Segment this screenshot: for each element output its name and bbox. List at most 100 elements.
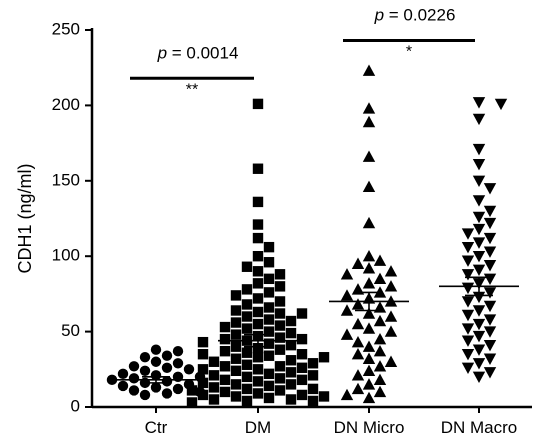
data-point [461, 241, 475, 254]
data-point [263, 302, 275, 313]
data-point [241, 383, 253, 395]
data-point [362, 307, 376, 319]
data-point [351, 298, 365, 310]
data-point [285, 379, 297, 390]
data-point [150, 382, 162, 393]
data-point [461, 255, 475, 267]
data-point [472, 143, 486, 156]
data-point [307, 358, 319, 369]
data-point [351, 348, 365, 360]
data-point [318, 352, 330, 363]
data-point [483, 314, 497, 326]
data-point [285, 339, 297, 351]
data-point [483, 326, 497, 338]
data-point [483, 353, 497, 365]
data-point [150, 370, 162, 381]
data-point [384, 310, 398, 322]
data-point [241, 347, 253, 358]
data-point [307, 370, 319, 381]
p-value-label: p = 0.0226 [374, 6, 456, 25]
data-point [472, 175, 486, 187]
data-point [472, 211, 486, 224]
data-point [285, 355, 297, 366]
data-point [472, 251, 486, 263]
data-point [340, 289, 354, 301]
data-point [362, 216, 376, 229]
y-tick-label: 150 [52, 170, 80, 189]
data-point [351, 317, 365, 330]
data-point [219, 386, 231, 398]
data-point [318, 391, 330, 402]
data-point [117, 368, 129, 380]
data-point [494, 98, 508, 111]
data-point [296, 308, 308, 319]
data-point [472, 159, 486, 171]
data-point [340, 304, 354, 316]
data-point [362, 150, 376, 162]
data-point [362, 180, 376, 193]
data-point [472, 195, 486, 207]
data-point [263, 380, 275, 392]
data-point [472, 97, 486, 109]
data-point [252, 388, 264, 399]
significance-stars: * [406, 44, 412, 61]
data-point [230, 365, 242, 377]
data-point [241, 395, 253, 407]
data-point [483, 183, 497, 195]
data-point [219, 346, 231, 357]
x-tick-label: Ctr [145, 418, 168, 437]
data-point [208, 356, 220, 367]
x-tick-label: DM [245, 418, 271, 437]
data-point [483, 273, 497, 286]
data-point [252, 266, 264, 277]
data-point [461, 349, 475, 361]
data-point [362, 102, 376, 114]
data-point [296, 333, 308, 345]
data-point [252, 293, 264, 304]
data-point [172, 358, 184, 369]
data-point [472, 237, 486, 249]
p-value-label: p = 0.0014 [157, 43, 239, 62]
data-point [252, 196, 264, 208]
data-point [252, 163, 264, 174]
data-points [106, 64, 508, 408]
data-point [285, 367, 297, 378]
data-point [461, 228, 475, 240]
data-point [373, 254, 387, 266]
data-point [285, 315, 297, 327]
data-point [296, 374, 308, 386]
data-point [230, 317, 242, 328]
data-point [461, 309, 475, 322]
data-point [472, 318, 486, 331]
data-point [362, 322, 376, 334]
data-point [230, 379, 242, 390]
data-point [362, 378, 376, 390]
data-point [296, 362, 308, 373]
y-tick-label: 50 [61, 321, 80, 340]
data-point [117, 380, 129, 392]
data-point [241, 311, 253, 322]
data-point [230, 391, 242, 402]
data-point [472, 223, 486, 236]
data-point [472, 371, 486, 384]
data-point [274, 308, 286, 319]
data-point [362, 364, 376, 377]
x-tick-label: DN Macro [441, 418, 518, 437]
data-point [161, 376, 173, 387]
data-point [296, 349, 308, 360]
data-point [472, 330, 486, 343]
data-point [340, 388, 354, 401]
data-point [351, 382, 365, 395]
y-tick-label: 250 [52, 19, 80, 38]
y-tick-label: 200 [52, 95, 80, 114]
data-point [252, 342, 264, 354]
data-point [483, 287, 497, 299]
data-point [219, 333, 231, 345]
data-point [252, 219, 264, 230]
data-point [208, 394, 220, 405]
data-point [274, 320, 286, 331]
data-point [230, 290, 242, 301]
data-point [340, 268, 354, 280]
data-point [252, 306, 264, 318]
data-point [230, 329, 242, 340]
